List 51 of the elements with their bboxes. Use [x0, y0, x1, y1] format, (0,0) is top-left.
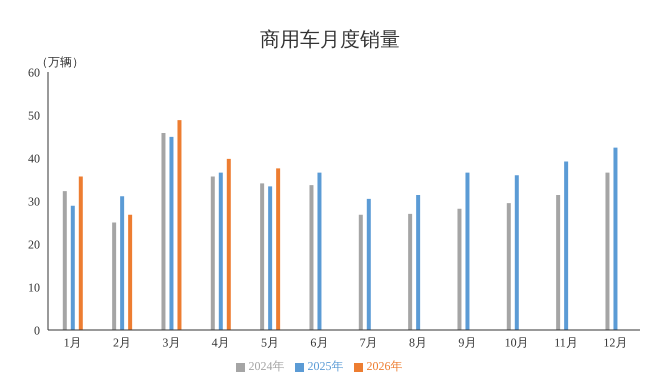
- y-tick-label: 50: [28, 108, 40, 122]
- bar: [78, 176, 83, 330]
- bar: [465, 172, 470, 330]
- x-tick-label: 1月: [64, 336, 82, 350]
- bar: [128, 214, 132, 330]
- bar: [514, 175, 519, 330]
- x-tick-label: 9月: [458, 336, 476, 350]
- x-tick-label: 7月: [360, 336, 378, 350]
- bar: [613, 148, 618, 330]
- bar: [408, 214, 412, 330]
- bar: [161, 133, 166, 330]
- x-tick-label: 10月: [504, 336, 529, 350]
- legend-label: 2026年: [366, 359, 402, 373]
- chart-title: 商用车月度销量: [260, 29, 400, 51]
- legend-label: 2025年: [308, 359, 344, 373]
- bar: [120, 196, 124, 330]
- bar: [506, 203, 511, 330]
- x-tick-label: 12月: [603, 336, 628, 350]
- y-tick-label: 30: [28, 194, 40, 208]
- bar: [210, 176, 215, 330]
- bar: [70, 206, 75, 330]
- y-tick-label: 0: [34, 323, 40, 338]
- bar: [309, 185, 314, 330]
- bar: [564, 161, 568, 330]
- bar: [169, 136, 174, 330]
- bar: [260, 183, 264, 330]
- bar: [416, 194, 420, 330]
- bar: [177, 120, 182, 330]
- legend-label: 2024年: [248, 359, 284, 373]
- x-tick-label: 4月: [212, 336, 230, 350]
- bar: [226, 158, 231, 330]
- y-tick-label: 10: [28, 280, 40, 294]
- bar: [276, 168, 280, 330]
- bar: [112, 222, 116, 330]
- bar: [457, 208, 462, 330]
- y-tick-label: 20: [28, 237, 40, 252]
- x-tick-label: 2月: [113, 336, 131, 350]
- bar: [605, 172, 610, 330]
- x-tick-label: 8月: [409, 336, 427, 350]
- x-tick-label: 11月: [554, 336, 578, 350]
- bar: [317, 172, 322, 330]
- bar: [358, 214, 363, 330]
- x-tick-label: 6月: [310, 336, 328, 350]
- bar: [268, 186, 272, 330]
- bar: [556, 194, 560, 330]
- bar: [62, 191, 67, 330]
- bar: [218, 172, 223, 330]
- bar: [366, 198, 371, 330]
- y-tick-label: 40: [28, 151, 40, 166]
- x-tick-label: 3月: [162, 336, 180, 350]
- x-tick-label: 5月: [261, 336, 279, 350]
